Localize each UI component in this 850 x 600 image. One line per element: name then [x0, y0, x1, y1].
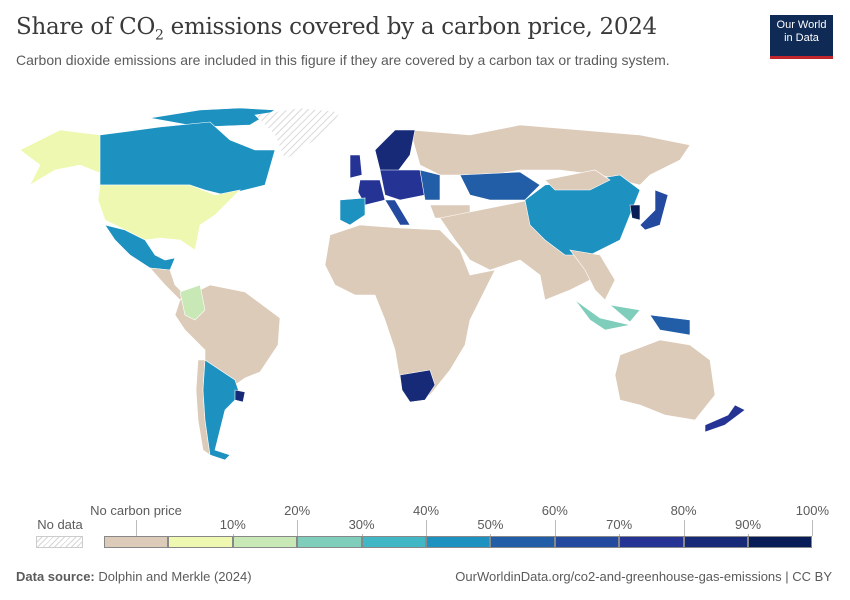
legend-swatch	[683, 536, 748, 548]
region-eastern-europe[interactable]	[419, 169, 441, 201]
legend-tick	[426, 520, 427, 536]
legend-swatch	[168, 536, 233, 548]
legend-tick	[554, 520, 556, 536]
region-southeast-asia[interactable]	[569, 249, 616, 301]
source-url-link[interactable]: OurWorldinData.org/co2-and-greenhouse-ga…	[455, 569, 832, 584]
country-japan[interactable]	[639, 189, 669, 231]
legend-swatch	[297, 536, 362, 548]
data-source: Data source: Dolphin and Merkle (2024)	[16, 569, 252, 584]
region-central-america[interactable]	[149, 267, 186, 301]
legend-swatch	[554, 536, 620, 548]
country-uruguay[interactable]	[234, 389, 246, 403]
country-indonesia-east[interactable]	[608, 304, 641, 323]
country-mongolia[interactable]	[544, 169, 611, 191]
country-greenland[interactable]	[254, 107, 341, 161]
legend-tick-label: 80%	[670, 503, 697, 518]
legend-tick-label: 10%	[219, 517, 246, 532]
country-alaska[interactable]	[19, 129, 106, 186]
region-iberia[interactable]	[339, 197, 366, 226]
country-new-zealand[interactable]	[704, 404, 746, 433]
legend-tick	[232, 534, 234, 536]
region-central-europe[interactable]	[379, 169, 426, 201]
region-papua[interactable]	[649, 314, 691, 336]
legend-swatch	[748, 536, 813, 548]
region-africa[interactable]	[324, 224, 496, 401]
country-colombia[interactable]	[179, 284, 206, 321]
country-canada[interactable]	[99, 121, 276, 196]
country-australia[interactable]	[614, 339, 716, 421]
legend-tick	[748, 534, 749, 536]
legend-no-data-swatch	[36, 536, 83, 548]
legend-tick-label: 30%	[348, 517, 375, 532]
country-south-africa[interactable]	[399, 369, 436, 403]
legend-swatch	[361, 536, 426, 548]
legend-tick	[297, 520, 299, 536]
chart-title: Share of CO2 emissions covered by a carb…	[16, 14, 657, 44]
country-mexico[interactable]	[104, 224, 176, 271]
legend-swatch	[619, 536, 684, 548]
legend-swatch	[426, 536, 491, 548]
country-usa[interactable]	[97, 184, 241, 251]
legend-swatch	[490, 536, 555, 548]
legend-tick-label: 70%	[606, 517, 633, 532]
legend-tick-label: 20%	[284, 503, 311, 518]
legend-tick	[136, 520, 137, 536]
legend-no-price-label: No carbon price	[90, 503, 182, 518]
legend-tick	[619, 534, 621, 536]
country-kazakhstan[interactable]	[459, 171, 541, 201]
region-scandinavia[interactable]	[374, 129, 416, 176]
country-uk[interactable]	[349, 154, 363, 179]
legend-tick-label: 50%	[477, 517, 504, 532]
map-legend: No data No carbon price 10% 20% 30% 40% 50% 6…	[0, 495, 850, 555]
legend-no-data-label: No data	[37, 517, 83, 532]
legend-tick-label: 40%	[412, 503, 440, 518]
country-italy[interactable]	[384, 199, 411, 226]
legend-swatch	[104, 536, 169, 548]
legend-tick	[490, 534, 492, 536]
legend-tick-label: 60%	[541, 503, 568, 518]
world-map	[19, 107, 746, 461]
legend-tick-label: 100%	[795, 503, 830, 518]
owid-logo[interactable]: Our World in Data	[770, 15, 833, 59]
legend-tick-label: 90%	[734, 517, 762, 532]
legend-swatch	[232, 536, 298, 548]
country-indonesia-west[interactable]	[574, 299, 631, 331]
legend-tick	[683, 520, 685, 536]
chart-subtitle: Carbon dioxide emissions are included in…	[16, 52, 670, 68]
legend-tick	[812, 520, 814, 536]
country-russia[interactable]	[409, 124, 691, 186]
country-south-korea[interactable]	[629, 204, 641, 221]
legend-tick	[361, 534, 363, 536]
